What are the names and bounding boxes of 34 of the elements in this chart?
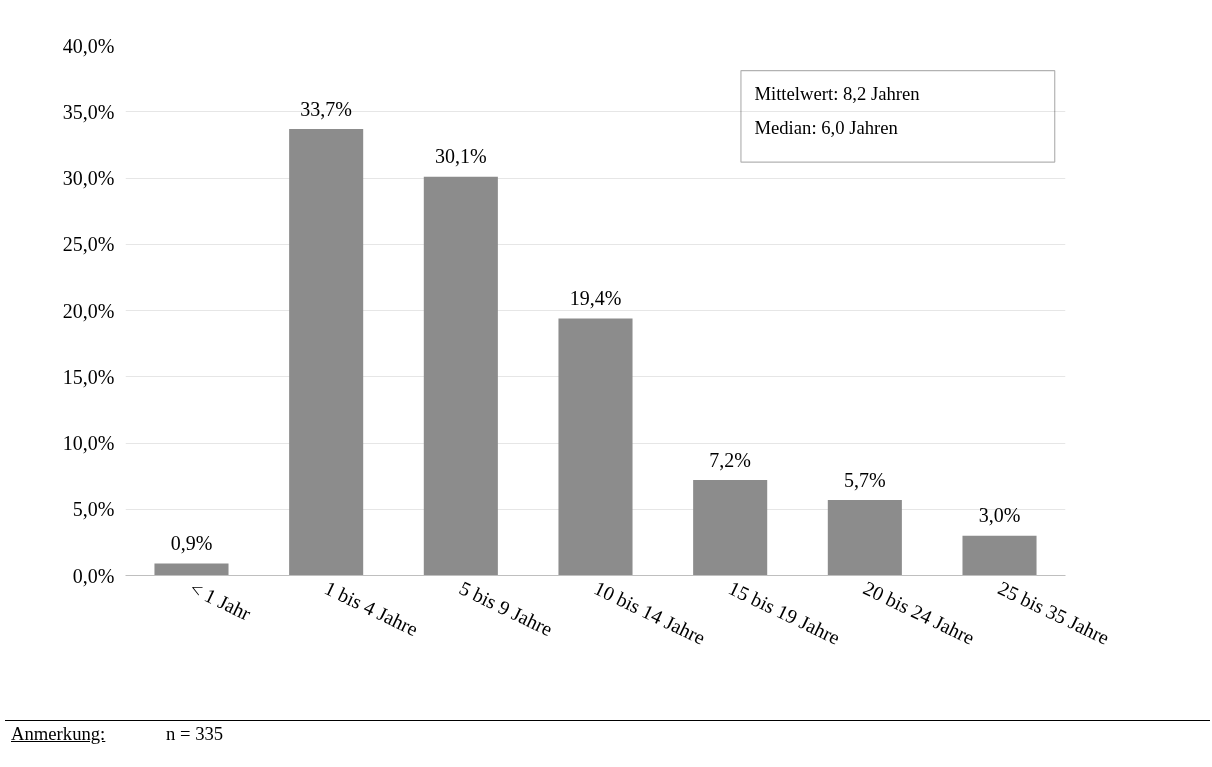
text: n = 335	[166, 723, 224, 744]
x-tick-label: < 1 Jahr	[186, 576, 255, 625]
y-tick-label: 35,0%	[62, 100, 115, 123]
y-tick-label: 40,0%	[62, 34, 115, 57]
y-tick-label: 5,0%	[72, 498, 115, 521]
data-label: 30,1%	[435, 145, 487, 168]
x-tick-label: 10 bis 14 Jahre	[590, 576, 709, 649]
x-tick-label: 25 bis 35 Jahre	[994, 576, 1113, 649]
text: Anmerkung:	[11, 722, 107, 746]
data-label: 3,0%	[978, 504, 1021, 527]
annotation: Mittelwert: 8,2 Jahren	[754, 82, 921, 104]
data-label: 33,7%	[300, 97, 352, 120]
data-label: 5,7%	[844, 468, 886, 491]
data-label: 0,9%	[170, 532, 213, 555]
annotation: Median: 6,0 Jahren	[754, 117, 899, 139]
y-tick-label: 30,0%	[62, 167, 115, 189]
x-tick-label: 1 bis 4 Jahre	[321, 576, 422, 641]
x-tick-label: 5 bis 9 Jahre	[456, 576, 557, 641]
y-tick-label: 15,0%	[62, 365, 115, 388]
bar	[693, 480, 768, 576]
y-tick-label: 25,0%	[62, 233, 115, 256]
bar	[558, 318, 633, 576]
x-tick-label: 15 bis 19 Jahre	[725, 576, 844, 649]
bar	[289, 128, 364, 576]
y-tick-label: 20,0%	[62, 299, 115, 322]
bar	[827, 499, 902, 576]
data-label: 19,4%	[569, 287, 622, 310]
x-tick-label: 20 bis 24 Jahre	[860, 576, 979, 649]
bar	[962, 535, 1037, 576]
bar	[423, 176, 498, 576]
y-tick-label: 0,0%	[72, 564, 115, 587]
data-label: 7,2%	[709, 448, 752, 471]
y-tick-label: 10,0%	[62, 432, 115, 454]
bar	[154, 563, 229, 576]
